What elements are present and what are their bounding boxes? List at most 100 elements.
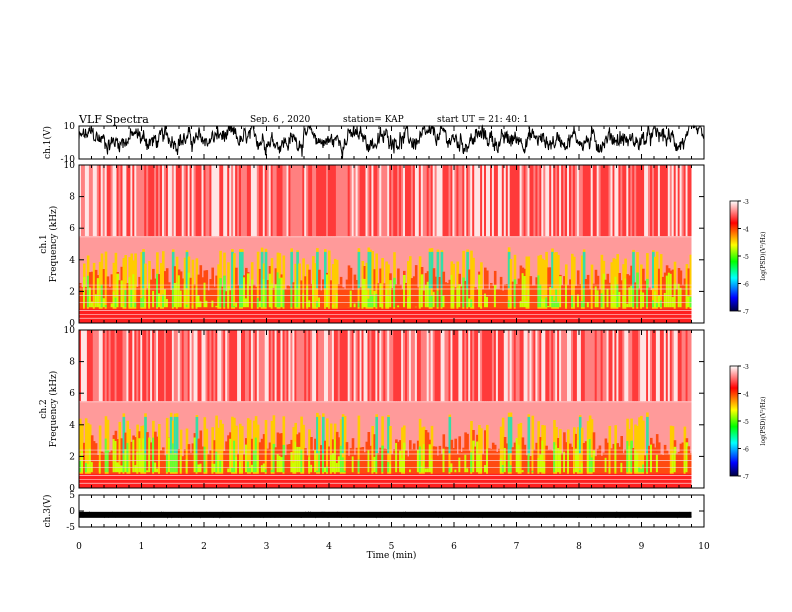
ch1-spectrogram-column — [602, 165, 606, 237]
ch1-spectrogram-column — [525, 165, 529, 237]
ch2-spectrogram-activity — [304, 448, 307, 479]
ch2-spectrogram-activity-cyan — [527, 416, 531, 454]
ch1-spectrogram-activity-green — [616, 284, 619, 308]
ch2-spectrogram-activity-green — [685, 442, 689, 473]
ch1-spectrogram-activity — [318, 269, 321, 314]
ch1-spectrogram-column — [88, 165, 92, 237]
ch2-spectrogram-nodata — [691, 330, 704, 488]
ch2-spectrogram-activity-green — [553, 442, 556, 473]
ch1-spectrogram-activity-cyan — [290, 251, 293, 289]
ch2-spectrogram-activity-green — [480, 468, 483, 473]
ch2-spectrogram-activity — [324, 440, 327, 479]
ch2-spectrogram-activity — [219, 419, 222, 479]
ch1-spectrogram-activity-green — [470, 299, 473, 308]
ch1-spectrogram-activity-green — [430, 295, 434, 308]
ch2-spectrogram-column — [268, 330, 272, 402]
ch2-spectrogram-column — [652, 330, 655, 402]
ch1-spectrogram-column — [361, 165, 365, 237]
ch2-spectrogram-column — [377, 330, 380, 402]
ch2-spectrogram-activity — [187, 444, 191, 479]
ch2-spectrogram-activity-green — [185, 459, 189, 473]
ch2-spectrogram-column — [262, 330, 266, 402]
ch1-spectrogram-column — [580, 165, 584, 237]
ch2-spectrogram-activity-green — [203, 446, 207, 473]
ch2-spectrogram-column — [108, 330, 112, 402]
ch1-spectrogram-activity — [555, 252, 558, 314]
ch1-spectrogram-column — [491, 165, 495, 237]
ch1-spectrogram-activity — [98, 261, 102, 314]
ch1-spectrogram-column — [470, 165, 473, 237]
ch1-spectrogram-colorbar-tick-label: -6 — [743, 282, 749, 289]
ch2-spectrogram-column — [659, 330, 663, 402]
ch1-spectrogram-activity — [561, 285, 564, 314]
ch1-spectrogram-activity-green — [177, 275, 181, 308]
ch2-spectrogram-activity — [359, 447, 363, 479]
ch1-spectrogram-activity-green — [610, 284, 614, 308]
ch2-spectrogram-activity-green — [470, 452, 473, 473]
ch1-spectrogram-column — [81, 165, 84, 237]
ch1-spectrogram-column — [290, 165, 293, 237]
ch1-spectrogram-activity-green — [144, 298, 147, 308]
ch1-spectrogram-column — [640, 165, 643, 237]
ch2-spectrogram-activity — [284, 455, 288, 479]
ch2-spectrogram-activity — [146, 432, 149, 479]
ch1-spectrogram-activity — [322, 279, 325, 314]
ch2-spectrogram-column — [83, 330, 86, 402]
ch2-spectrogram-column — [586, 330, 590, 402]
ch2-spectrogram-column — [507, 330, 511, 402]
ch1-spectrogram-activity — [484, 267, 487, 314]
ch2-spectrogram-activity-green — [199, 463, 203, 473]
ch1-spectrogram-activity — [365, 262, 369, 314]
ch2-spectrogram-column — [365, 330, 369, 402]
ch1-spectrogram-activity-green — [557, 301, 560, 308]
ch1-spectrogram-column — [529, 165, 533, 237]
ch1-spectrogram-activity — [140, 252, 143, 314]
ch2-spectrogram-activity-green — [537, 458, 540, 473]
ch1-spectrogram-column — [349, 165, 353, 237]
ch1-spectrogram-activity — [347, 265, 351, 314]
xaxis-tick-label: 4 — [326, 542, 332, 552]
ch2-spectrogram-column — [183, 330, 187, 402]
ch1-spectrogram-activity-cyan — [582, 251, 586, 289]
ch1-spectrogram-column — [86, 165, 90, 237]
ch2-spectrogram-activity-green — [499, 458, 503, 473]
ch1-waveform-line — [78, 124, 705, 159]
ch1-spectrogram-column — [584, 165, 588, 237]
ch1-spectrogram-colorbar — [729, 200, 739, 312]
ch1-spectrogram-column — [136, 165, 139, 237]
ch2-spectrogram-column — [622, 330, 625, 402]
ch1-spectrogram-column — [416, 165, 420, 237]
ch1-spectrogram-activity-green — [403, 275, 406, 308]
ch1-spectrogram-activity-green — [679, 287, 683, 308]
ch1-spectrogram-column — [675, 165, 679, 237]
ch1-spectrogram-column — [300, 165, 303, 237]
ch1-spectrogram-column — [329, 165, 333, 237]
ch2-spectrogram-column — [495, 330, 499, 402]
ch2-spectrogram-activity — [620, 436, 623, 479]
ch1-spectrogram-column — [333, 165, 337, 237]
ch1-spectrogram-activity — [650, 290, 653, 314]
ch2-spectrogram-activity — [320, 445, 323, 479]
ch2-spectrogram-column — [436, 330, 440, 402]
ch2-spectrogram-column — [661, 330, 665, 402]
ch2-spectrogram-activity-green — [140, 452, 143, 473]
ch1-spectrogram-activity-green — [626, 303, 629, 308]
ch1-spectrogram-column — [357, 165, 361, 237]
ch2-spectrogram-column — [472, 330, 475, 402]
ch1-spectrogram-column — [104, 165, 108, 237]
ch1-spectrogram-column — [436, 165, 440, 237]
ch1-spectrogram-activity — [683, 278, 687, 314]
ch2-spectrogram-activity-green — [638, 467, 641, 473]
ch2-spectrogram-column — [638, 330, 641, 402]
ch1-spectrogram-column — [114, 165, 118, 237]
ch2-spectrogram-column — [444, 330, 448, 402]
ch2-spectrogram-activity-green — [357, 459, 361, 473]
ch1-spectrogram-column — [148, 165, 151, 237]
ch1-spectrogram-column — [652, 165, 655, 237]
start-time-label: start UT = 21: 40: 1 — [437, 115, 529, 125]
ch2-spectrogram-column — [606, 330, 610, 402]
ch1-spectrogram-activity — [687, 268, 691, 314]
ch1-spectrogram-column — [328, 165, 331, 237]
ch1-spectrogram-activity-green — [655, 303, 659, 308]
ch2-spectrogram-column — [201, 330, 205, 402]
